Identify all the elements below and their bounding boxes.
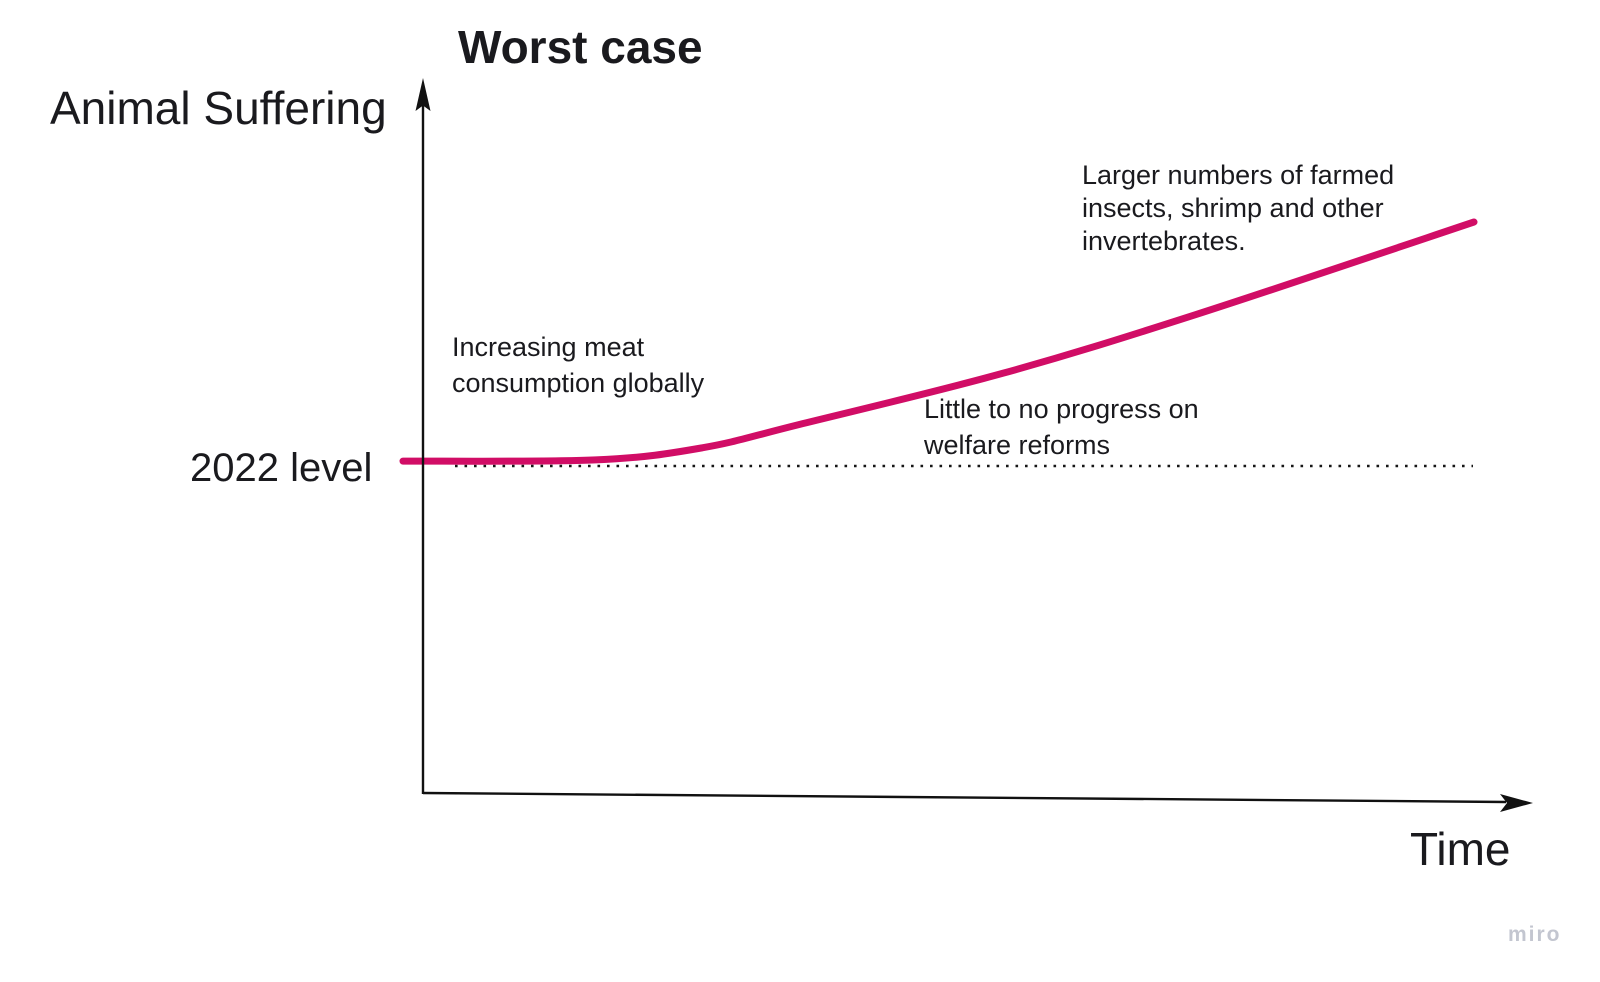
- x-axis-arrow: [1500, 794, 1533, 812]
- annotation-line: invertebrates.: [1082, 226, 1246, 256]
- annotation-line: welfare reforms: [924, 430, 1111, 460]
- x-axis-line: [422, 791, 1507, 804]
- annotation-welfare-reforms: Little to no progress on welfare reforms: [924, 391, 1199, 463]
- y-axis-label: Animal Suffering: [50, 82, 387, 134]
- baseline-2022-label: 2022 level: [190, 446, 373, 490]
- annotation-line: Larger numbers of farmed: [1082, 160, 1395, 190]
- annotation-line: consumption globally: [452, 368, 705, 398]
- miro-watermark: miro: [1508, 923, 1562, 946]
- y-axis-arrow: [415, 78, 431, 111]
- chart-title: Worst case: [458, 21, 703, 73]
- annotation-line: Increasing meat: [452, 332, 645, 362]
- annotation-farmed-invertebrates: Larger numbers of farmed insects, shrimp…: [1082, 159, 1394, 258]
- x-axis-label: Time: [1410, 823, 1511, 875]
- annotation-meat-consumption: Increasing meat consumption globally: [452, 329, 704, 401]
- suffering-curve: [399, 218, 1478, 465]
- annotation-line: Little to no progress on: [924, 394, 1199, 424]
- annotation-line: insects, shrimp and other: [1082, 193, 1384, 223]
